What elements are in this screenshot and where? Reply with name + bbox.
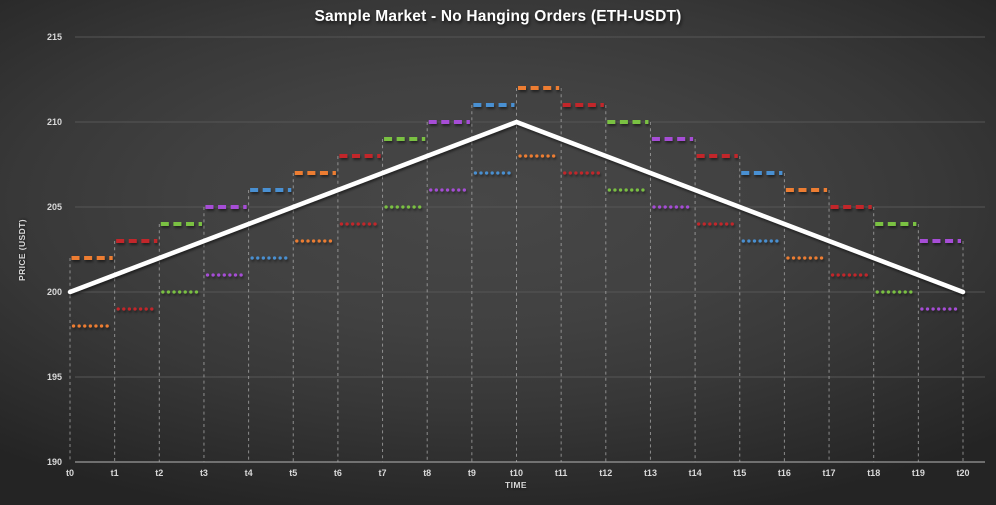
y-axis-label: PRICE (USDT) [17, 219, 27, 281]
y-tick-195: 195 [47, 372, 62, 382]
x-tick-t11: t11 [555, 468, 568, 478]
x-tick-t19: t19 [912, 468, 925, 478]
x-tick-t14: t14 [689, 468, 702, 478]
x-tick-t4: t4 [245, 468, 253, 478]
x-tick-t1: t1 [111, 468, 119, 478]
x-axis-label: TIME [505, 480, 527, 490]
y-tick-205: 205 [47, 202, 62, 212]
x-tick-t13: t13 [644, 468, 657, 478]
chart-title: Sample Market - No Hanging Orders (ETH-U… [314, 8, 682, 25]
x-tick-t8: t8 [423, 468, 431, 478]
x-tick-t17: t17 [823, 468, 836, 478]
y-tick-190: 190 [47, 457, 62, 467]
x-tick-t9: t9 [468, 468, 476, 478]
mid-price-line [67, 119, 966, 295]
x-tick-t18: t18 [867, 468, 880, 478]
horizontal-gridlines [75, 36, 985, 463]
x-tick-t6: t6 [334, 468, 342, 478]
x-tick-t3: t3 [200, 468, 208, 478]
x-tick-t2: t2 [155, 468, 163, 478]
x-tick-t5: t5 [289, 468, 297, 478]
x-tick-t7: t7 [379, 468, 387, 478]
order-levels [71, 86, 962, 328]
x-tick-t15: t15 [733, 468, 746, 478]
y-tick-labels: 190 195 200 205 210 215 [47, 32, 62, 467]
x-tick-t16: t16 [778, 468, 791, 478]
y-tick-200: 200 [47, 287, 62, 297]
vertical-gridlines [69, 88, 964, 462]
x-tick-t0: t0 [66, 468, 74, 478]
x-tick-labels: t0 t1 t2 t3 t4 t5 t6 t7 t8 t9 t10 t11 t12 t13 t14 t15 t1… [66, 468, 970, 478]
y-tick-215: 215 [47, 32, 62, 42]
x-tick-t12: t12 [599, 468, 612, 478]
x-tick-t20: t20 [956, 468, 969, 478]
x-tick-t10: t10 [510, 468, 523, 478]
y-tick-210: 210 [47, 117, 62, 127]
